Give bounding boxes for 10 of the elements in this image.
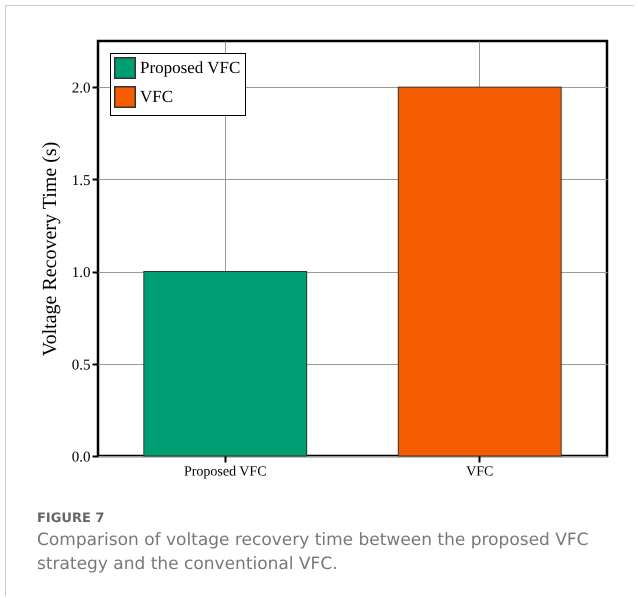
caption: FIGURE 7	[37, 511, 106, 526]
legend-label: Proposed VFC	[140, 58, 240, 77]
legend-label: VFC	[140, 87, 174, 106]
y-tick-label: 0.0	[72, 450, 90, 466]
y-tick-label: 1.0	[72, 265, 90, 282]
y-tick-label: 2.0	[72, 80, 90, 97]
y-axis-title: Voltage Recovery Time (s)	[38, 142, 61, 356]
text: Comparison of voltage recovery time between the proposed VFC strategy and the conventional VFC.	[37, 529, 590, 576]
y-tick-label: 0.5	[72, 357, 90, 374]
y-tick-label: 1.5	[72, 172, 90, 189]
